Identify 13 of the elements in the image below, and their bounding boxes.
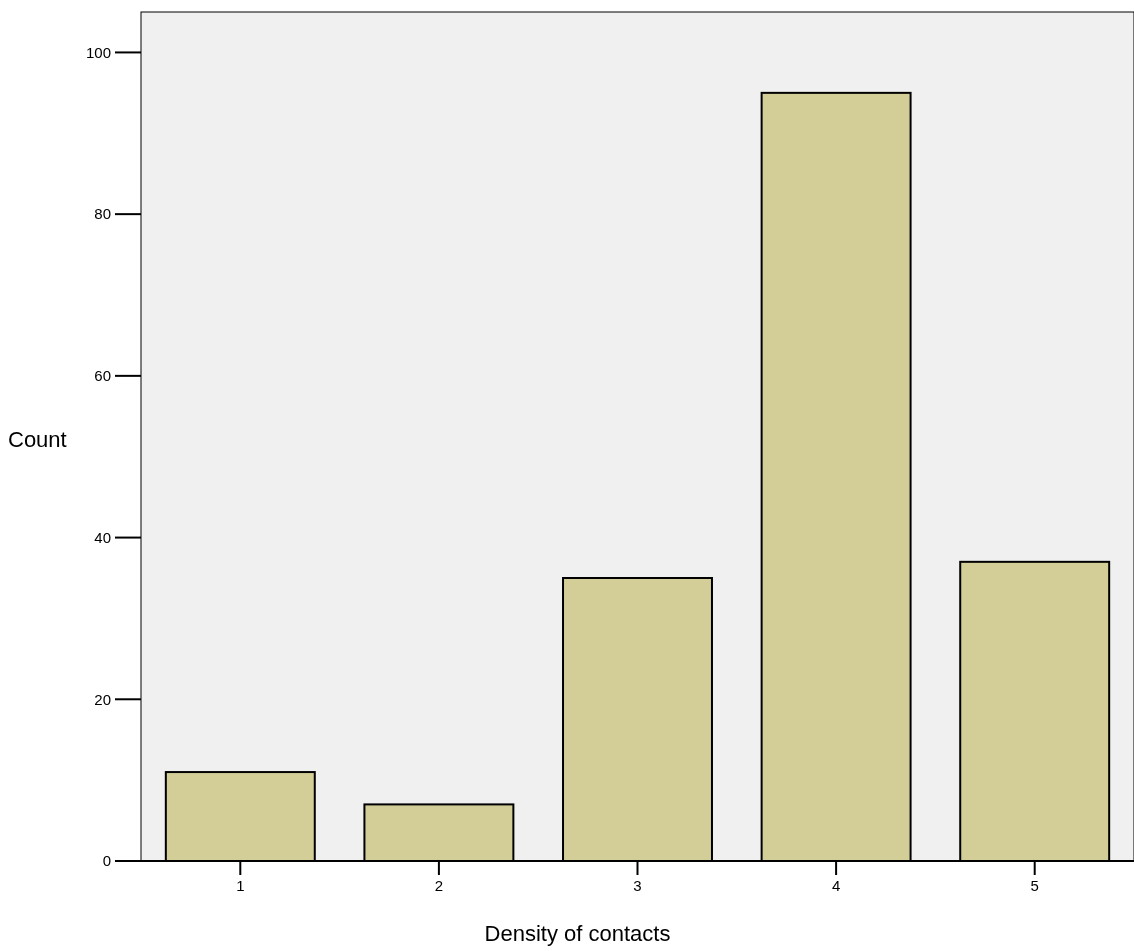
- y-tick-label: 100: [85, 43, 111, 61]
- x-tick-label: 5: [1030, 877, 1039, 894]
- x-tick-label: 1: [236, 877, 245, 894]
- y-tick-label: 80: [94, 205, 111, 223]
- y-tick-label: 0: [102, 852, 111, 870]
- x-tick-label: 3: [633, 877, 642, 894]
- y-tick-label: 60: [94, 367, 111, 385]
- y-tick-label: 40: [94, 528, 111, 546]
- y-tick-label: 20: [94, 690, 111, 708]
- x-tick-label: 4: [831, 877, 841, 894]
- y-axis-title: Count: [8, 426, 67, 452]
- x-axis-title: Density of contacts: [484, 921, 671, 946]
- x-tick-label: 2: [434, 877, 444, 894]
